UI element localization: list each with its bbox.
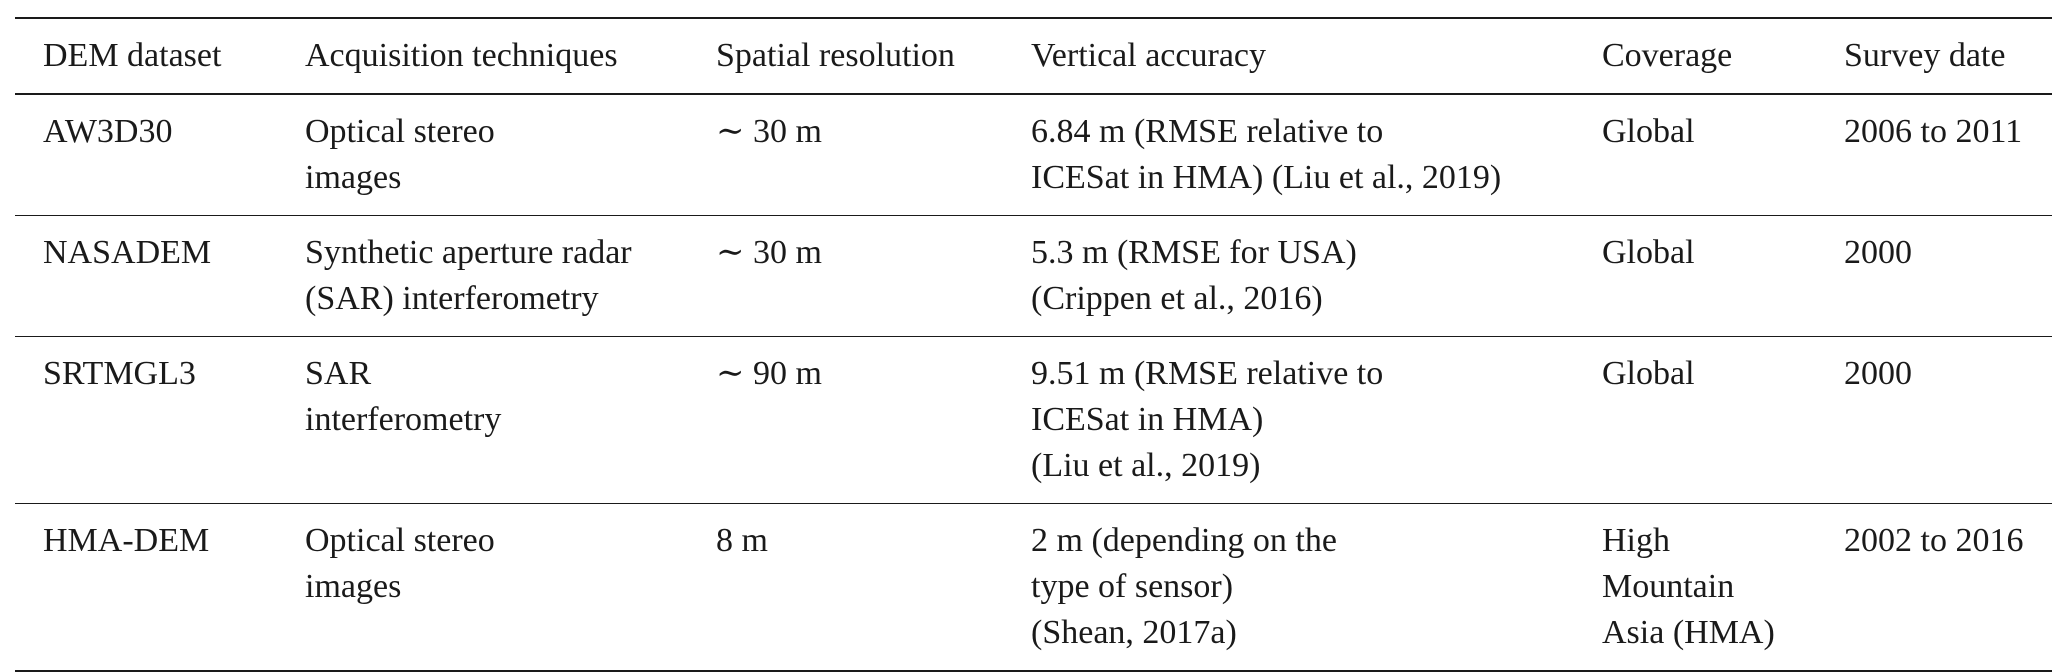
table-row: AW3D30 Optical stereo images ∼ 30 m 6.84… bbox=[15, 94, 2052, 216]
header-acquisition-techniques: Acquisition techniques bbox=[305, 37, 618, 74]
cell-coverage: High Mountain Asia (HMA) bbox=[1602, 522, 1775, 651]
table-row: HMA-DEM Optical stereo images 8 m 2 m (d… bbox=[15, 504, 2052, 671]
cell-dem-dataset: AW3D30 bbox=[43, 113, 173, 150]
cell-acquisition-techniques: Optical stereo images bbox=[305, 522, 495, 605]
cell-spatial-resolution: ∼ 30 m bbox=[716, 113, 822, 150]
cell-survey-date: 2002 to 2016 bbox=[1844, 522, 2024, 559]
table-row: SRTMGL3 SAR interferometry ∼ 90 m 9.51 m… bbox=[15, 337, 2052, 504]
cell-spatial-resolution: 8 m bbox=[716, 522, 768, 559]
cell-spatial-resolution: ∼ 90 m bbox=[716, 355, 822, 392]
header-dem-dataset: DEM dataset bbox=[43, 37, 222, 74]
cell-acquisition-techniques: SAR interferometry bbox=[305, 355, 502, 438]
cell-survey-date: 2006 to 2011 bbox=[1844, 113, 2023, 150]
header-spatial-resolution: Spatial resolution bbox=[716, 37, 955, 74]
cell-survey-date: 2000 bbox=[1844, 234, 1912, 271]
cell-acquisition-techniques: Optical stereo images bbox=[305, 113, 495, 196]
cell-spatial-resolution: ∼ 30 m bbox=[716, 234, 822, 271]
table-header-row: DEM dataset Acquisition techniques Spati… bbox=[15, 18, 2052, 94]
header-survey-date: Survey date bbox=[1844, 37, 2006, 74]
cell-dem-dataset: NASADEM bbox=[43, 234, 212, 271]
cell-vertical-accuracy: 2 m (depending on the type of sensor) (S… bbox=[1031, 522, 1337, 651]
cell-survey-date: 2000 bbox=[1844, 355, 1912, 392]
cell-vertical-accuracy: 9.51 m (RMSE relative to ICESat in HMA) … bbox=[1031, 355, 1384, 484]
cell-coverage: Global bbox=[1602, 355, 1695, 392]
header-coverage: Coverage bbox=[1602, 37, 1733, 74]
cell-vertical-accuracy: 6.84 m (RMSE relative to ICESat in HMA) … bbox=[1031, 113, 1502, 196]
cell-vertical-accuracy: 5.3 m (RMSE for USA) (Crippen et al., 20… bbox=[1031, 234, 1357, 317]
header-vertical-accuracy: Vertical accuracy bbox=[1031, 37, 1266, 74]
table-row: NASADEM Synthetic aperture radar (SAR) i… bbox=[15, 216, 2052, 337]
cell-dem-dataset: SRTMGL3 bbox=[43, 355, 196, 392]
table-container: DEM dataset Acquisition techniques Spati… bbox=[15, 17, 2052, 672]
cell-coverage: Global bbox=[1602, 113, 1695, 150]
cell-dem-dataset: HMA-DEM bbox=[43, 522, 210, 559]
cell-acquisition-techniques: Synthetic aperture radar (SAR) interfero… bbox=[305, 234, 632, 317]
dem-datasets-table: DEM dataset Acquisition techniques Spati… bbox=[15, 17, 2052, 672]
cell-coverage: Global bbox=[1602, 234, 1695, 271]
